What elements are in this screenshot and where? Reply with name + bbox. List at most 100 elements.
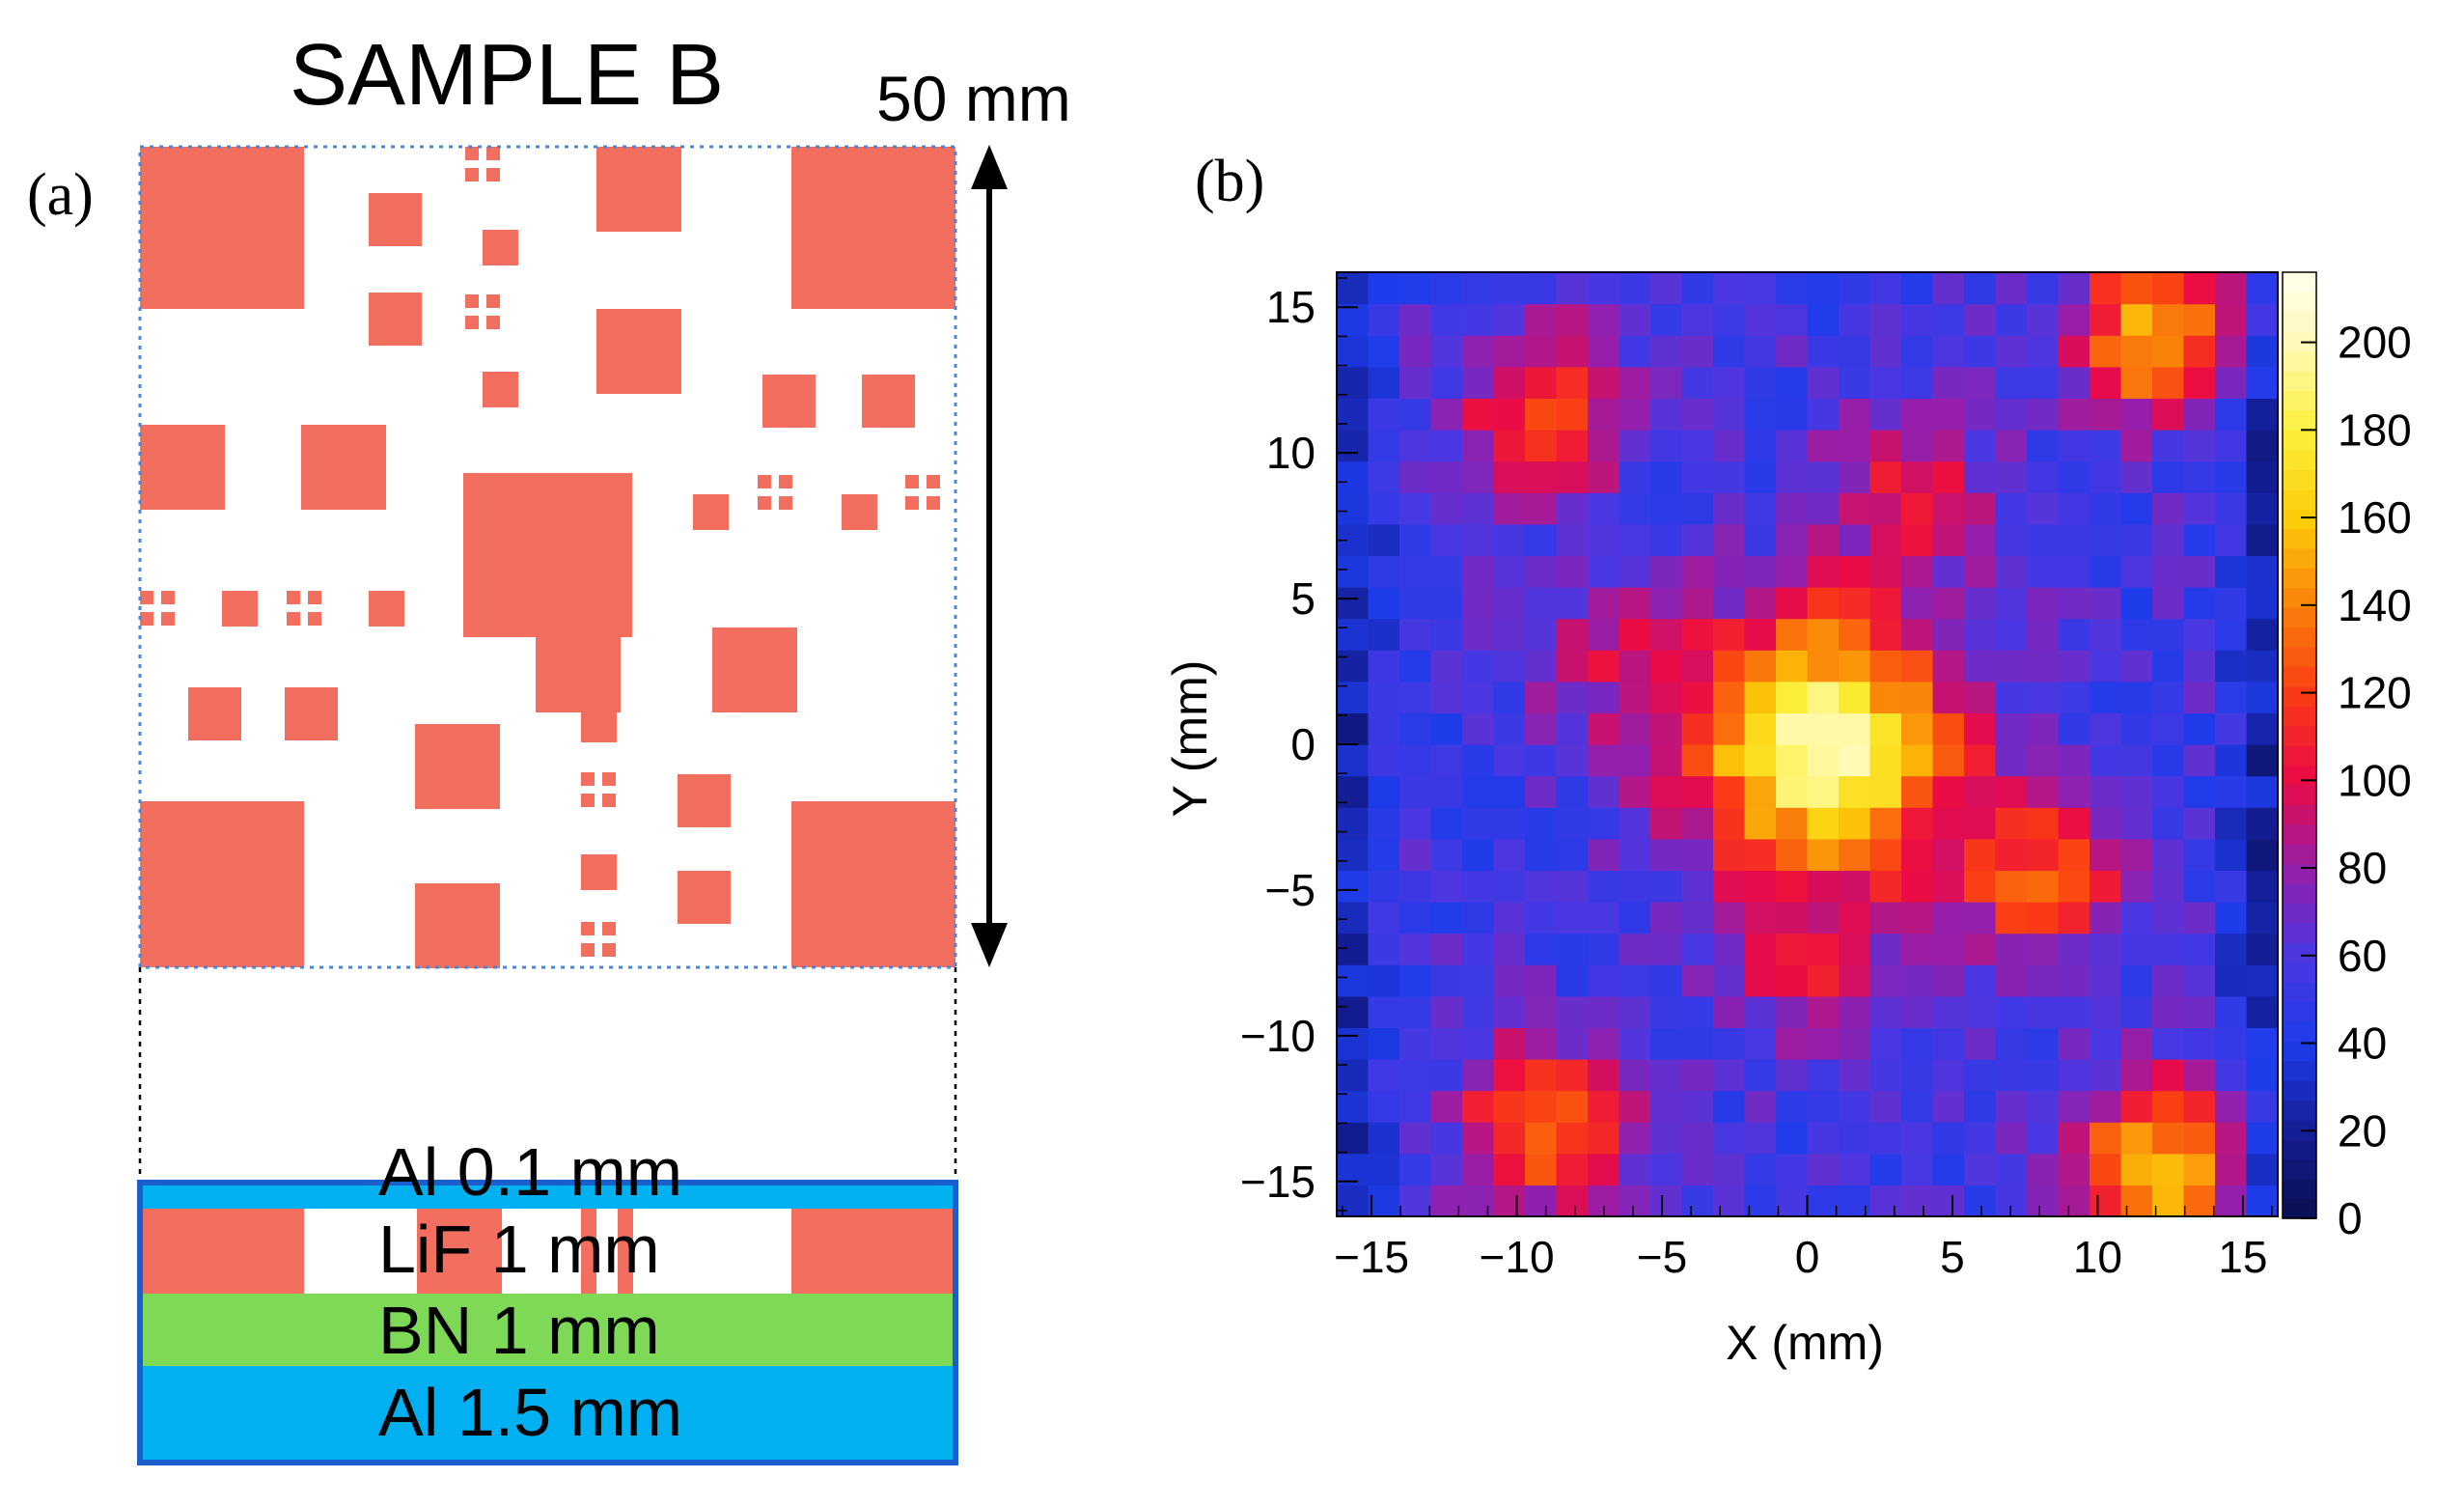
heatmap-cell (1619, 1153, 1651, 1185)
heatmap-cell (1839, 492, 1871, 525)
colorbar: 0 20 40 60 80 100 120 140 160 180 200 (2282, 271, 2412, 1243)
heatmap-cell (1525, 964, 1558, 997)
heatmap-cell (1964, 681, 1997, 713)
heatmap-cell (1619, 1122, 1651, 1155)
heatmap-cell (1744, 1027, 1777, 1060)
heatmap-cell (1995, 712, 2028, 745)
heatmap-cell (1650, 430, 1683, 462)
heatmap-cell (1556, 523, 1589, 556)
heatmap-cell (1430, 838, 1463, 871)
heatmap-cell (2120, 303, 2153, 336)
heatmap-cell (1681, 902, 1714, 934)
heatmap-cell (2152, 775, 2185, 808)
heatmap-cell (2215, 964, 2248, 997)
layer-label-lif: LiF 1 mm (378, 1212, 660, 1287)
heatmap-cell (1368, 712, 1400, 745)
heatmap-cell (1839, 744, 1871, 777)
heatmap-cell (1807, 398, 1840, 431)
colorbar-tick-label: 20 (2338, 1105, 2387, 1156)
heatmap-cell (1681, 933, 1714, 965)
heatmap-cell (1650, 964, 1683, 997)
heatmap-cell (1337, 1153, 1370, 1185)
heatmap-cell (2120, 964, 2153, 997)
heatmap-cell (1901, 933, 1934, 965)
heatmap-cell (1399, 460, 1432, 493)
heatmap-cell (1807, 587, 1840, 620)
heatmap-cell (1744, 775, 1777, 808)
lif-square (581, 707, 617, 742)
colorbar-segment (2283, 488, 2316, 510)
heatmap-cell (1493, 1027, 1526, 1060)
heatmap-cell (1619, 995, 1651, 1028)
heatmap-cell (1869, 807, 1902, 840)
heatmap-cell (1901, 1059, 1934, 1092)
heatmap-cell (1995, 587, 2028, 620)
heatmap-cell (1776, 335, 1809, 368)
heatmap-cell (2027, 995, 2060, 1028)
heatmap-cell (1462, 933, 1495, 965)
colorbar-segment (2283, 1139, 2316, 1160)
heatmap-cell (1650, 902, 1683, 934)
heatmap-cell (1964, 964, 1997, 997)
heatmap-cell (1399, 335, 1432, 368)
heatmap-cell (2058, 1122, 2090, 1155)
heatmap-cell (1556, 430, 1589, 462)
heatmap-cell (2215, 272, 2248, 305)
heatmap-cell (1368, 1027, 1400, 1060)
heatmap-cell (1681, 712, 1714, 745)
heatmap-cell (2215, 523, 2248, 556)
heatmap-cell (1932, 335, 1965, 368)
heatmap-cell (1619, 838, 1651, 871)
heatmap-cell (2090, 492, 2122, 525)
heatmap-cell (2246, 775, 2279, 808)
heatmap-cell (1619, 1090, 1651, 1123)
heatmap-cell (1462, 995, 1495, 1028)
heatmap-cell (1807, 775, 1840, 808)
lif-square (483, 372, 518, 407)
lif-small-cluster (465, 294, 500, 329)
lif-small-square (465, 294, 479, 308)
heatmap-cell (2246, 933, 2279, 965)
heatmap-cell (1337, 1185, 1370, 1217)
heatmap-cell (1619, 807, 1651, 840)
heatmap-cell (1650, 870, 1683, 903)
heatmap-cell (1744, 744, 1777, 777)
heatmap-cell (1525, 587, 1558, 620)
heatmap-cell (2215, 681, 2248, 713)
heatmap-cell (2152, 1185, 2185, 1217)
heatmap-cell (1430, 1122, 1463, 1155)
heatmap-cell (1493, 335, 1526, 368)
heatmap-cell (1807, 902, 1840, 934)
heatmap-cell (1744, 430, 1777, 462)
heatmap-cell (1932, 1027, 1965, 1060)
heatmap-cell (1368, 933, 1400, 965)
heatmap-cell (1713, 398, 1746, 431)
heatmap-cell (1493, 618, 1526, 651)
colorbar-segment (2283, 1001, 2316, 1022)
heatmap-cell (1556, 650, 1589, 683)
heatmap-cell (1337, 838, 1370, 871)
heatmap-cell (2246, 902, 2279, 934)
heatmap-cell (1462, 523, 1495, 556)
heatmap-cell (1713, 1122, 1746, 1155)
lif-small-square (140, 612, 153, 626)
heatmap-cell (1995, 618, 2028, 651)
layer-label-al-bottom: Al 1.5 mm (378, 1375, 682, 1450)
heatmap-cell (1525, 807, 1558, 840)
heatmap-cell (1807, 366, 1840, 399)
heatmap-cell (1556, 995, 1589, 1028)
heatmap-cell (2246, 807, 2279, 840)
heatmap-cell (1776, 902, 1809, 934)
heatmap-cell (1869, 398, 1902, 431)
heatmap-cell (2183, 964, 2216, 997)
heatmap-cell (1964, 744, 1997, 777)
heatmap-cell (1776, 555, 1809, 588)
heatmap-cell (1588, 1153, 1620, 1185)
heatmap-cell (2215, 587, 2248, 620)
heatmap-cell (1650, 272, 1683, 305)
heatmap-cell (2058, 335, 2090, 368)
heatmap-cell (1588, 272, 1620, 305)
heatmap-cell (1462, 366, 1495, 399)
heatmap-cell (1681, 523, 1714, 556)
colorbar-segment (2283, 272, 2316, 293)
